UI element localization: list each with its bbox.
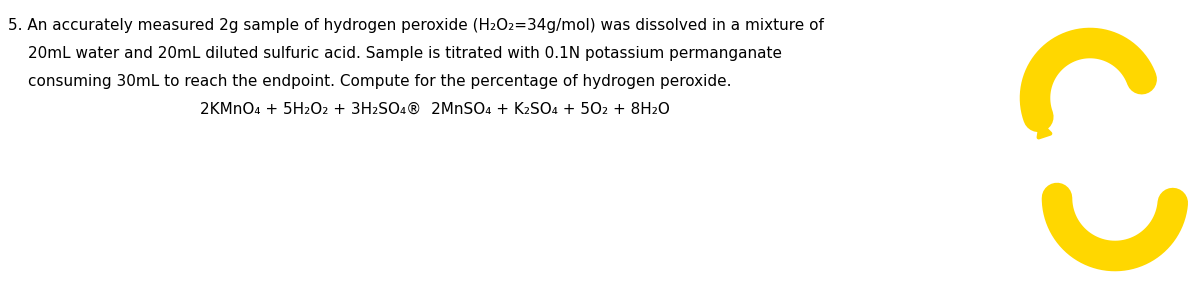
- Text: 20mL water and 20mL diluted sulfuric acid. Sample is titrated with 0.1N potassiu: 20mL water and 20mL diluted sulfuric aci…: [28, 46, 782, 61]
- Text: 2KMnO₄ + 5H₂O₂ + 3H₂SO₄®  2MnSO₄ + K₂SO₄ + 5O₂ + 8H₂O: 2KMnO₄ + 5H₂O₂ + 3H₂SO₄® 2MnSO₄ + K₂SO₄ …: [200, 102, 670, 117]
- Text: 5. An accurately measured 2g sample of hydrogen peroxide (H₂O₂=34g/mol) was diss: 5. An accurately measured 2g sample of h…: [8, 18, 824, 33]
- Text: consuming 30mL to reach the endpoint. Compute for the percentage of hydrogen per: consuming 30mL to reach the endpoint. Co…: [28, 74, 732, 89]
